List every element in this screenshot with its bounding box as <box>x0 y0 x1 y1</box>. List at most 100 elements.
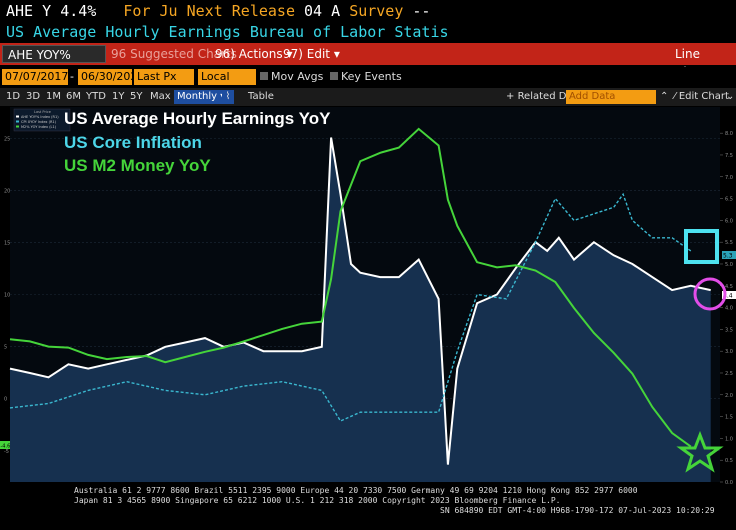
line-chart[interactable]: 25 20 15 10 5 0 -5 8.0 7.5 7.0 6.5 6.0 5.5 5.0 4.5 4.0… <box>0 107 736 485</box>
key-events-label: Key Events <box>341 70 402 83</box>
related-data-label: Related Dat <box>517 91 577 102</box>
right-tick-label: 3.5 <box>725 327 733 333</box>
right-tick-label: 6.5 <box>725 197 733 203</box>
edit-chart-button[interactable]: ⁄ Edit Chart <box>674 91 729 102</box>
legend-box <box>13 108 71 132</box>
for-label: For Ju <box>123 2 178 20</box>
cpi-last-label-bg <box>722 251 736 259</box>
right-tick-label: 0.5 <box>725 458 733 464</box>
cpi-last-label: 5.3 <box>723 253 733 260</box>
checkbox-icon <box>260 72 268 80</box>
period-6m[interactable]: 6M <box>66 91 81 102</box>
right-tick-label: 4.0 <box>725 306 733 312</box>
legend-swatch <box>16 125 19 128</box>
legend-title: Last Price <box>34 110 51 114</box>
security-header: AHE Y 4.4% For Ju Next Release 04 A Surv… <box>0 0 736 22</box>
actions-label: 96) Actions <box>215 47 283 61</box>
next-release-label: Next Release <box>186 2 295 20</box>
right-tick-label: 2.0 <box>725 393 733 399</box>
right-tick-label: 5.0 <box>725 262 733 268</box>
annotation-m2: US M2 Money YoY <box>64 156 211 175</box>
period-1y[interactable]: 1Y <box>112 91 125 102</box>
add-data-input[interactable]: Add Data <box>566 90 656 104</box>
actions-menu[interactable]: 96) Actions ▾ <box>210 45 297 63</box>
expand-icon[interactable]: ⌄ <box>726 91 735 102</box>
footer-line-3: SN 684890 EDT GMT-4:00 H968-1790-172 07-… <box>440 506 715 515</box>
right-tick-label: 1.0 <box>725 436 733 442</box>
legend-entry: M2% YOY Index (L1) <box>21 125 57 129</box>
footer-line-2: Japan 81 3 4565 8900 Singapore 65 6212 1… <box>74 496 561 505</box>
index-field[interactable]: AHE YOY% Index <box>2 45 106 80</box>
annotation-core-inflation: US Core Inflation <box>64 133 202 152</box>
last-pct: 4.4% <box>60 2 97 20</box>
related-data-button[interactable]: + Related Dat <box>506 91 577 102</box>
checkbox-icon <box>330 72 338 80</box>
right-tick-label: 2.5 <box>725 371 733 377</box>
m2-series-line <box>9 127 692 448</box>
footer-line-1: Australia 61 2 9777 8600 Brazil 5511 239… <box>74 486 638 495</box>
next-release-value: 04 A <box>304 2 341 20</box>
left-tick-label: 25 <box>4 136 10 142</box>
end-date-input[interactable]: 06/30/2023 <box>78 69 144 85</box>
table-button[interactable]: Table <box>248 91 274 102</box>
legend-entry: CPI XYOY Index (R1) <box>21 120 57 124</box>
period-5y[interactable]: 5Y <box>130 91 143 102</box>
right-axis-ticks: 8.0 7.5 7.0 6.5 6.0 5.5 5.0 4.5 4.0 3.5 3.0 2.5 2.0 1… <box>720 131 733 485</box>
range-dash: - <box>70 70 74 83</box>
period-ytd[interactable]: YTD <box>86 91 106 102</box>
left-axis-ticks: 25 20 15 10 5 0 -5 <box>4 136 10 455</box>
period-1m[interactable]: 1M <box>46 91 61 102</box>
collapse-icon[interactable]: ⌃ <box>660 91 669 102</box>
frequency-select[interactable]: Monthly ▾ <box>174 90 229 104</box>
chevron-down-icon: ▾ <box>286 47 293 61</box>
range-bar: 07/07/2017 - 06/30/2023 Last Px Local CC… <box>0 67 736 99</box>
legend-entry: AHE YOY% Index (R1) <box>21 115 59 119</box>
start-date-input[interactable]: 07/07/2017 <box>2 69 68 85</box>
key-events-toggle[interactable]: Key Events <box>330 69 402 85</box>
mov-avgs-label: Mov Avgs <box>271 70 324 83</box>
currency-select[interactable]: Local CCY <box>198 69 256 99</box>
survey-value: -- <box>412 2 431 20</box>
left-tick-label: 20 <box>4 188 10 194</box>
edit-label: 97) Edit <box>283 47 331 61</box>
left-tick-label: -5 <box>4 449 9 455</box>
ahe-last-label-bg <box>722 291 736 299</box>
m2-highlight-star <box>676 430 724 473</box>
right-axis-last-labels: 5.3 4.4 <box>722 251 736 300</box>
chart-type-icon[interactable]: ⌇ <box>222 90 234 104</box>
period-bar: 1D 3D 1M 6M YTD 1Y 5Y Max Monthly ▾ ⌇ Ta… <box>0 88 736 106</box>
right-tick-label: 0.0 <box>725 480 733 485</box>
right-tick-label: 8.0 <box>725 131 733 137</box>
right-tick-label: 7.0 <box>725 175 733 181</box>
frequency-label: Monthly <box>177 91 218 102</box>
left-tick-label: 0 <box>4 397 7 403</box>
legend-swatch <box>16 120 19 123</box>
line-chart-label: Line Chart <box>675 47 708 79</box>
footer: Australia 61 2 9777 8600 Brazil 5511 239… <box>0 486 736 530</box>
mov-avgs-toggle[interactable]: Mov Avgs <box>260 69 323 85</box>
period-max[interactable]: Max <box>150 91 171 102</box>
right-tick-label: 7.5 <box>725 153 733 159</box>
ticker[interactable]: AHE <box>6 2 34 20</box>
left-tick-label: 5 <box>4 345 7 351</box>
price-type-select[interactable]: Last Px <box>134 69 194 85</box>
ahe-area-fill <box>10 137 711 482</box>
right-tick-label: 1.5 <box>725 415 733 421</box>
suggested-charts-button[interactable]: 96 Suggested Charts <box>111 47 237 61</box>
right-tick-label: 5.5 <box>725 240 733 246</box>
ahe-highlight-circle <box>693 277 727 311</box>
survey-label: Survey <box>349 2 404 20</box>
m2-last-label: -4.6 <box>1 444 11 450</box>
left-axis-last-label: -4.6 <box>0 441 10 450</box>
ticker-suffix: Y <box>42 2 52 20</box>
right-tick-label: 4.5 <box>725 284 733 290</box>
left-tick-label: 10 <box>4 293 10 299</box>
period-3d[interactable]: 3D <box>26 91 41 102</box>
right-tick-label: 6.0 <box>725 218 733 224</box>
ahe-last-label: 4.4 <box>723 293 733 300</box>
edit-chart-label: Edit Chart <box>678 91 729 102</box>
period-1d[interactable]: 1D <box>6 91 21 102</box>
legend-swatch <box>16 115 19 118</box>
edit-menu[interactable]: 97) Edit ▾ <box>278 45 345 63</box>
chevron-down-icon: ▾ <box>333 47 340 61</box>
